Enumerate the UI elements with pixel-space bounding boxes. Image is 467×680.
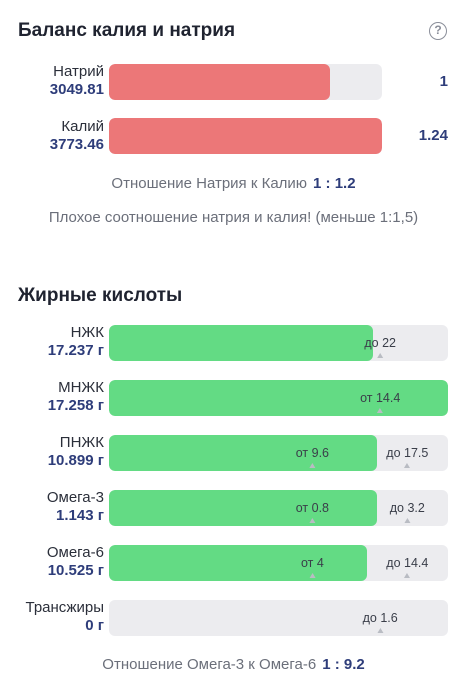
fatty-row-label: ПНЖК 10.899 г	[48, 434, 104, 470]
omega-ratio-label: Отношение Омега-3 к Омега-6	[102, 656, 317, 673]
fatty-row-bar: до 1.6	[109, 600, 448, 636]
fatty-row-max-marker: до 22	[364, 325, 396, 361]
fatty-row-min-marker: от 14.4	[360, 380, 400, 416]
fatty-row-min-marker: от 0.8	[296, 490, 329, 526]
potassium-bar-fill	[109, 118, 382, 154]
omega-ratio: Отношение Омега-3 к Омега-6 1 : 9.2	[0, 656, 467, 673]
fatty-row-bar-fill	[109, 325, 374, 361]
fatty-row-min-marker: от 9.6	[296, 435, 329, 471]
fatty-row-name: Трансжиры	[25, 599, 105, 616]
fatty-row-bar-fill	[109, 490, 377, 526]
fatty-row-bar-fill	[109, 380, 448, 416]
sodium-bar-fill	[109, 64, 331, 100]
fatty-row-label: Трансжиры 0 г	[26, 599, 105, 635]
potassium-bar	[109, 118, 382, 154]
sodium-potassium-ratio-value: 1 : 1.2	[313, 175, 356, 192]
sodium-ratio: 1	[439, 73, 448, 90]
ratio-warning: Плохое соотношение натрия и калия! (мень…	[48, 209, 419, 226]
fatty-row-name: МНЖК	[58, 379, 104, 396]
sodium-name: Натрий	[53, 63, 104, 80]
fatty-row-max-marker: до 1.6	[363, 600, 398, 636]
fatty-row-label: Омега-3 1.143 г	[47, 489, 104, 525]
fatty-row-name: Омега-6	[46, 544, 104, 561]
fatty-row-label: МНЖК 17.258 г	[48, 379, 104, 415]
potassium-value: 3773.46	[49, 136, 104, 153]
sodium-potassium-ratio: Отношение Натрия к Калию 1 : 1.2	[0, 175, 467, 192]
fatty-row-name: ПНЖК	[59, 434, 104, 451]
fatty-acids-title: Жирные кислоты	[18, 285, 183, 306]
fatty-row-value: 1.143 г	[56, 507, 104, 524]
fatty-row-bar: от 14.4	[109, 380, 448, 416]
fatty-row-max-marker: до 3.2	[390, 490, 425, 526]
sodium-potassium-ratio-label: Отношение Натрия к Калию	[111, 175, 308, 192]
fatty-row-label: Омега-6 10.525 г	[47, 544, 104, 580]
fatty-row-value: 10.899 г	[47, 452, 104, 469]
sodium-value: 3049.81	[49, 81, 104, 98]
balance-title: Баланс калия и натрия	[18, 20, 236, 41]
fatty-row-bar-fill	[109, 545, 367, 581]
fatty-row-value: 0 г	[85, 617, 104, 634]
fatty-row-max-marker: до 14.4	[386, 545, 428, 581]
fatty-row-value: 10.525 г	[47, 562, 104, 579]
potassium-ratio: 1.24	[418, 127, 448, 144]
sodium-bar	[109, 64, 382, 100]
fatty-row-value: 17.237 г	[47, 342, 104, 359]
fatty-row-label: НЖК 17.237 г	[48, 324, 104, 360]
omega-ratio-value: 1 : 9.2	[322, 656, 365, 673]
fatty-row-max-marker: до 17.5	[386, 435, 428, 471]
fatty-row-min-marker: от 4	[301, 545, 324, 581]
potassium-name: Калий	[61, 118, 104, 135]
sodium-label: Натрий 3049.81	[50, 63, 104, 99]
fatty-row-bar: до 22	[109, 325, 448, 361]
fatty-row-bar: от 9.6 до 17.5	[109, 435, 448, 471]
fatty-row-name: Омега-3	[46, 489, 104, 506]
help-icon[interactable]: ?	[429, 22, 447, 40]
fatty-row-name: НЖК	[70, 324, 104, 341]
potassium-label: Калий 3773.46	[50, 118, 104, 154]
fatty-row-bar: от 0.8 до 3.2	[109, 490, 448, 526]
fatty-row-bar: от 4 до 14.4	[109, 545, 448, 581]
fatty-row-bar-fill	[109, 435, 377, 471]
fatty-row-value: 17.258 г	[47, 397, 104, 414]
